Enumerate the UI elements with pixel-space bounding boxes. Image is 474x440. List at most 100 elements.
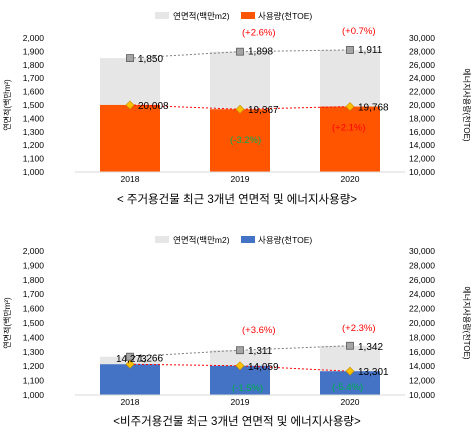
x-tick-label: 2020 [341, 397, 360, 407]
y2-tick-label: 14,000 [409, 361, 435, 371]
y-tick-label: 1,900 [23, 46, 45, 56]
y-axis-title: 연면적(백만m²) [2, 79, 12, 131]
y2-tick-label: 10,000 [409, 390, 435, 400]
annotation-usage-change: (-3.2%) [230, 135, 261, 146]
annotation-area-change: (+2.6%) [242, 28, 276, 39]
y-tick-label: 1,200 [23, 140, 45, 150]
data-label-area: 1,311 [248, 346, 273, 357]
legend-swatch-usage [241, 236, 255, 243]
y-axis-title: 연면적(백만m²) [2, 297, 12, 349]
y2-tick-label: 20,000 [409, 100, 435, 110]
data-label-usage: 20,008 [138, 101, 169, 112]
y-tick-label: 1,100 [23, 154, 45, 164]
data-label-area: 1,898 [248, 47, 273, 58]
y-tick-label: 1,700 [23, 73, 45, 83]
y-tick-label: 1,600 [23, 304, 45, 314]
y-tick-label: 1,600 [23, 87, 45, 97]
marker-usage-2020 [345, 102, 355, 111]
marker-area-2020 [346, 46, 354, 54]
y-tick-label: 2,000 [23, 33, 45, 43]
marker-usage-2019 [235, 361, 245, 371]
y2-axis-title: 에너지사용량(천TOE) [462, 286, 472, 359]
y2-tick-label: 30,000 [409, 33, 435, 43]
data-label-usage: 19,768 [358, 103, 389, 114]
y2-axis-title: 에너지사용량(천TOE) [462, 68, 472, 141]
y2-tick-label: 22,000 [409, 304, 435, 314]
y-tick-label: 1,000 [23, 167, 45, 177]
legend-swatch-area [155, 236, 169, 243]
annotation-area-change: (+3.6%) [242, 325, 276, 336]
bar-usage-2018 [100, 104, 160, 172]
y-tick-label: 1,800 [23, 60, 45, 70]
annotation-area-change: (+0.7%) [342, 26, 376, 37]
y2-tick-label: 26,000 [409, 275, 435, 285]
y2-tick-label: 14,000 [409, 140, 435, 150]
x-tick-label: 2018 [121, 174, 140, 184]
legend: 연면적(백만m2) 사용량(천TOE) [155, 11, 312, 21]
marker-area-2019 [236, 346, 244, 355]
annotation-usage-change: (+2.1%) [332, 123, 366, 134]
y-tick-label: 1,200 [23, 361, 45, 371]
y-tick-label: 1,900 [23, 260, 45, 270]
annotation-area-change: (+2.3%) [342, 323, 376, 334]
y2-tick-label: 12,000 [409, 154, 435, 164]
bar-usage-2018 [100, 364, 160, 395]
x-tick-label: 2019 [231, 174, 250, 184]
y2-tick-label: 24,000 [409, 289, 435, 299]
data-label-usage: 14,059 [248, 362, 279, 373]
annotation-usage-change: (-5.4%) [332, 382, 363, 393]
y-tick-label: 1,000 [23, 390, 45, 400]
usage-line [129, 104, 351, 110]
chart-title: < 주거용건물 최근 3개년 연면적 및 에너지사용량> [117, 193, 357, 206]
data-label-area: 1,342 [358, 342, 383, 353]
y2-tick-label: 28,000 [409, 260, 435, 270]
y2-tick-label: 22,000 [409, 87, 435, 97]
x-tick-label: 2019 [231, 397, 250, 407]
chart-title: <비주거용건물 최근 3개년 연면적 및 에너지사용량> [113, 415, 361, 428]
y2-tick-label: 12,000 [409, 376, 435, 386]
legend: 연면적(백만m2) 사용량(천TOE) [155, 235, 312, 245]
marker-usage-2019 [235, 104, 245, 114]
y-tick-label: 1,400 [23, 332, 45, 342]
data-label-usage: 13,301 [358, 367, 389, 378]
bar-usage-2019 [210, 365, 270, 395]
y2-tick-label: 24,000 [409, 73, 435, 83]
x-tick-label: 2018 [121, 397, 140, 407]
bar-usage-2020 [320, 371, 380, 395]
y-tick-label: 1,100 [23, 376, 45, 386]
y-tick-label: 2,000 [23, 246, 45, 256]
y2-tick-label: 16,000 [409, 127, 435, 137]
data-label-area: 1,266 [138, 354, 163, 365]
marker-usage-2018 [125, 359, 135, 369]
legend-swatch-area [155, 12, 169, 19]
bar-usage-2019 [210, 109, 270, 172]
data-label-area: 1,850 [138, 54, 163, 65]
marker-usage-2018 [125, 100, 135, 110]
marker-area-2019 [236, 47, 244, 56]
marker-area-2018 [126, 54, 134, 62]
area-line [129, 345, 351, 358]
y-tick-label: 1,300 [23, 127, 45, 137]
y-tick-label: 1,500 [23, 100, 45, 110]
data-label-area: 1,911 [358, 45, 383, 56]
y-tick-label: 1,800 [23, 275, 45, 285]
y-tick-label: 1,700 [23, 289, 45, 299]
y2-tick-label: 18,000 [409, 113, 435, 123]
y-tick-label: 1,400 [23, 113, 45, 123]
data-label-usage: 19,367 [248, 105, 279, 116]
y-tick-label: 1,500 [23, 318, 45, 328]
legend-label-area: 연면적(백만m2) [173, 11, 230, 21]
x-tick-label: 2020 [341, 174, 360, 184]
y2-tick-label: 30,000 [409, 246, 435, 256]
usage-line [129, 363, 351, 372]
y2-tick-label: 10,000 [409, 167, 435, 177]
legend-label-area: 연면적(백만m2) [173, 235, 230, 245]
chart-1: 연면적(백만m2) 사용량(천TOE) 1,000 1,100 1,200 1,300 1,… [2, 11, 472, 206]
legend-label-usage: 사용량(천TOE) [258, 235, 312, 245]
bar-usage-2020 [320, 106, 380, 172]
marker-usage-2020 [345, 366, 355, 376]
data-label-usage: 14,273 [116, 354, 147, 365]
chart-2: 연면적(백만m2) 사용량(천TOE) 1,000 1,100 1,200 1,300 1,… [2, 235, 472, 428]
y2-tick-label: 20,000 [409, 318, 435, 328]
